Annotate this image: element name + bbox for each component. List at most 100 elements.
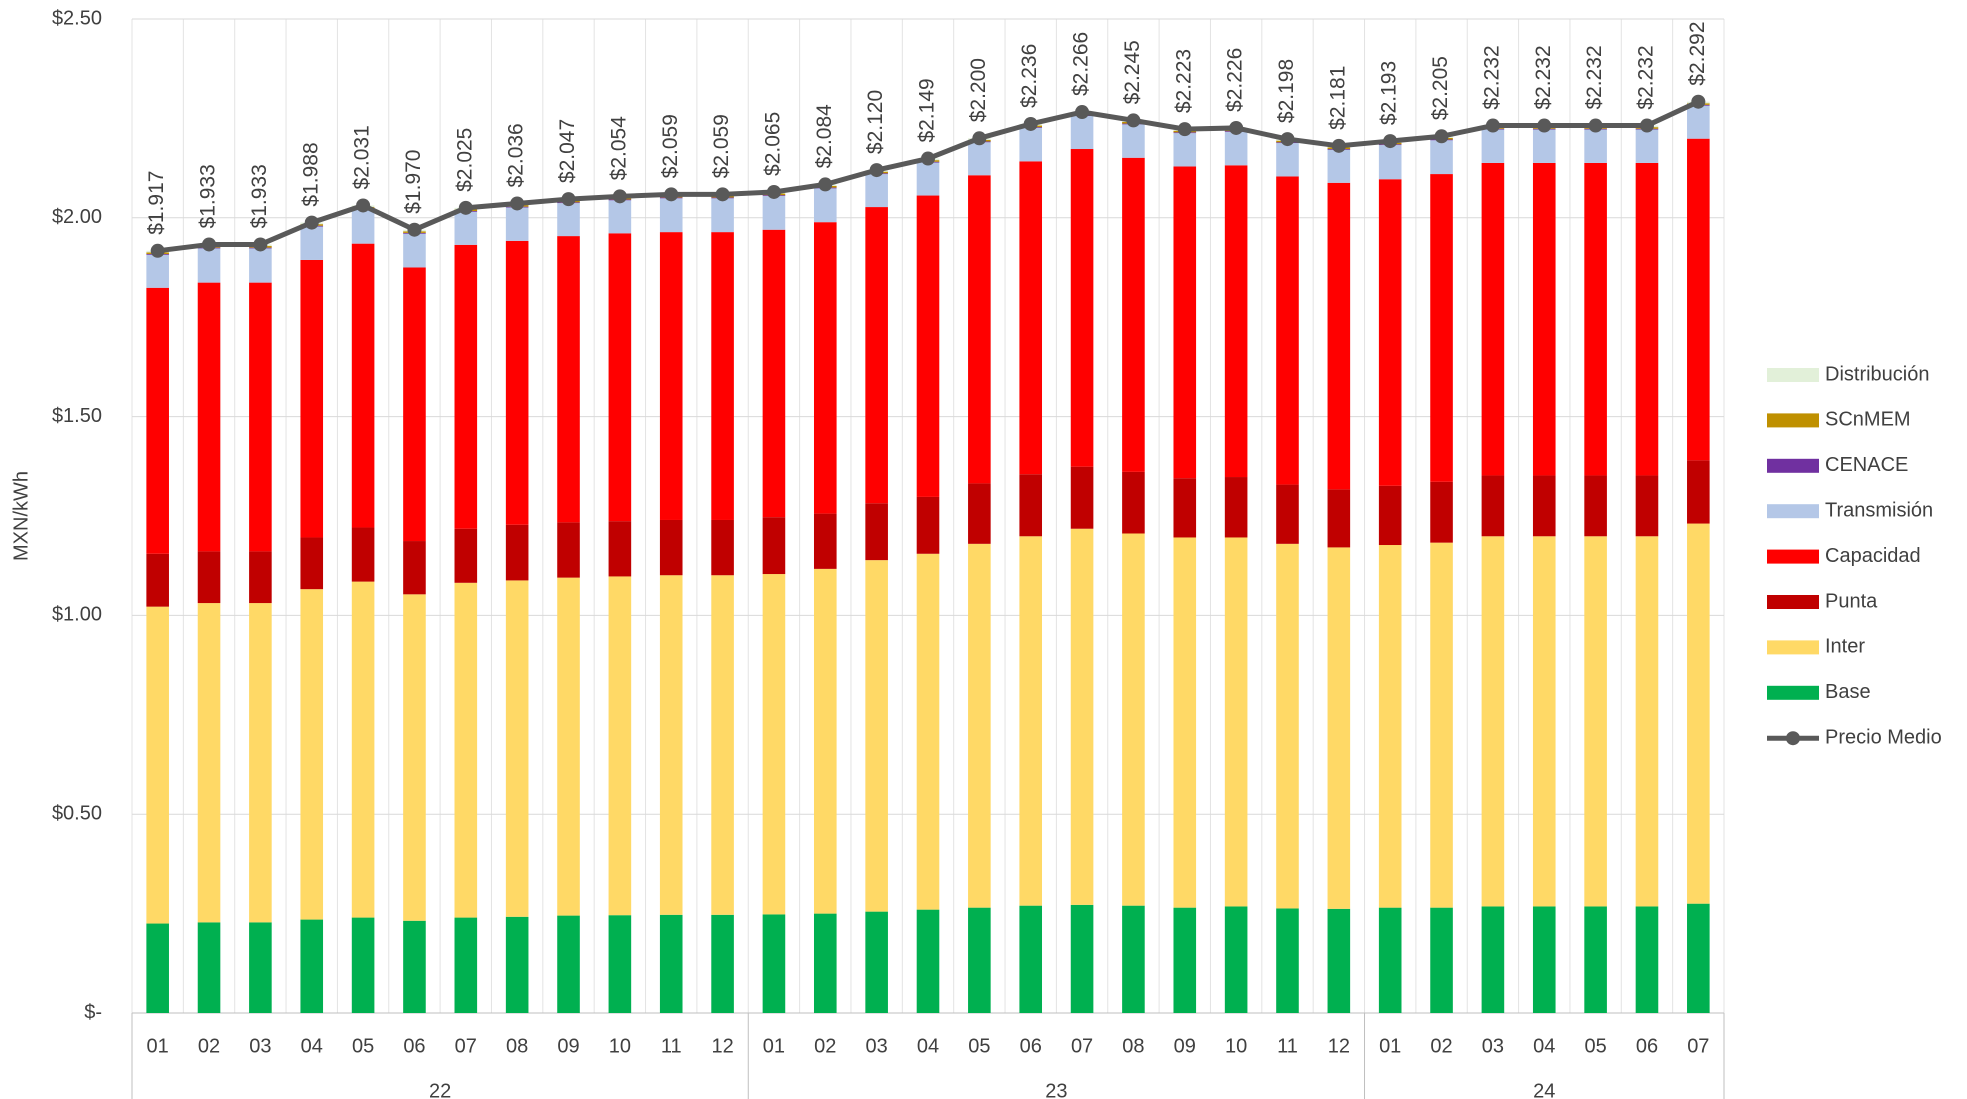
bar-segment (1378, 145, 1402, 180)
bar-segment (454, 244, 478, 529)
bar-segment (300, 919, 324, 1013)
bar-segment (1019, 127, 1043, 162)
data-label: $2.059 (659, 114, 682, 178)
bar-segment (1378, 485, 1402, 546)
bar-segment (813, 188, 837, 223)
line-marker (1691, 94, 1706, 109)
y-tick-label: $0.50 (52, 802, 102, 824)
legend-swatch (1767, 504, 1819, 519)
line-marker (202, 237, 217, 252)
x-tick-label: 11 (1277, 1035, 1298, 1057)
bar-segment (1276, 143, 1299, 177)
bar-segment (916, 553, 940, 910)
bar-segment (1378, 907, 1402, 1013)
bar-segment (813, 913, 837, 1013)
x-tick-label: 10 (1225, 1035, 1247, 1057)
x-tick-label: 02 (198, 1035, 220, 1057)
x-tick-label: 03 (1482, 1035, 1504, 1057)
bar-segment (1070, 116, 1094, 150)
legend-label: Base (1825, 681, 1871, 703)
bar-segment (1122, 905, 1145, 1013)
data-label: $2.025 (453, 128, 476, 192)
legend-label: Transmisión (1825, 499, 1933, 521)
bar-segment (1327, 489, 1351, 548)
y-tick-label: $- (84, 1001, 102, 1023)
line-marker (253, 237, 268, 252)
x-tick-label: 02 (814, 1035, 836, 1057)
line-marker (1075, 105, 1090, 120)
bar-segment (916, 162, 940, 196)
bar-segment (1173, 166, 1197, 479)
bar-segment (1584, 536, 1607, 907)
line-marker (921, 151, 935, 166)
data-label: $1.988 (299, 142, 322, 206)
bar-segment (711, 198, 734, 233)
line-marker (612, 189, 627, 204)
line-marker (304, 215, 319, 230)
bar-segment (813, 568, 837, 914)
bar-segment (146, 254, 169, 288)
x-tick-label: 06 (1020, 1035, 1042, 1057)
line-marker (715, 187, 730, 202)
bar-segment (197, 248, 221, 283)
bar-segment (1430, 140, 1453, 175)
x-tick-label: 04 (1533, 1035, 1555, 1057)
bar-segment (916, 909, 940, 1013)
bar-segment (1687, 460, 1710, 524)
bar-segment (711, 519, 734, 576)
bar-segment (1019, 905, 1043, 1013)
x-tick-label: 12 (711, 1035, 733, 1057)
bar-segment (1687, 523, 1710, 904)
x-tick-label: 04 (301, 1035, 323, 1057)
bar-segment (505, 240, 529, 525)
bar-segment (1532, 906, 1556, 1013)
line-marker (818, 177, 833, 192)
bar-segment (1122, 471, 1145, 534)
x-group-label: 24 (1533, 1080, 1555, 1099)
bar-segment (865, 503, 888, 561)
bar-segment (916, 496, 940, 554)
bar-segment (1327, 149, 1351, 183)
x-tick-label: 03 (249, 1035, 271, 1057)
legend-swatch (1767, 640, 1819, 655)
bar-segment (557, 236, 580, 523)
bar-segment (351, 243, 375, 528)
bar-segment (762, 229, 786, 518)
bar-segment (1481, 906, 1505, 1013)
bar-segment (197, 603, 221, 923)
data-label: $2.232 (1532, 45, 1555, 109)
legend-swatch (1767, 368, 1819, 382)
bar-segment (865, 560, 888, 912)
line-marker (458, 200, 473, 215)
legend-label: Distribución (1825, 363, 1929, 385)
bar-segment (813, 222, 837, 514)
bar-segment (1635, 129, 1659, 163)
bar-segment (403, 920, 426, 1013)
bar-segment (1224, 477, 1248, 538)
y-tick-label: $2.00 (52, 206, 102, 228)
data-label: $1.933 (197, 164, 220, 228)
data-label: $2.198 (1275, 59, 1298, 123)
bar-segment (1276, 908, 1299, 1013)
bar-segment (1173, 537, 1197, 908)
legend-label: Inter (1825, 636, 1865, 658)
x-tick-label: 07 (455, 1035, 477, 1057)
data-label: $2.059 (710, 114, 733, 178)
bar-segment (1430, 542, 1453, 908)
bar-segment (249, 551, 272, 604)
legend-swatch (1767, 595, 1819, 609)
bar-segment (557, 915, 580, 1013)
x-tick-label: 07 (1687, 1035, 1709, 1057)
bar-segment (813, 513, 837, 569)
bar-segment (403, 541, 426, 595)
bar-segment (1122, 157, 1145, 472)
bar-segment (1532, 129, 1556, 163)
bar-segment (146, 923, 169, 1013)
bar-segment (351, 581, 375, 918)
bar-segment (762, 195, 786, 230)
data-label: $2.149 (916, 78, 939, 142)
bar-segment (1019, 536, 1043, 906)
bar-segment (557, 577, 580, 916)
line-marker (972, 131, 987, 146)
